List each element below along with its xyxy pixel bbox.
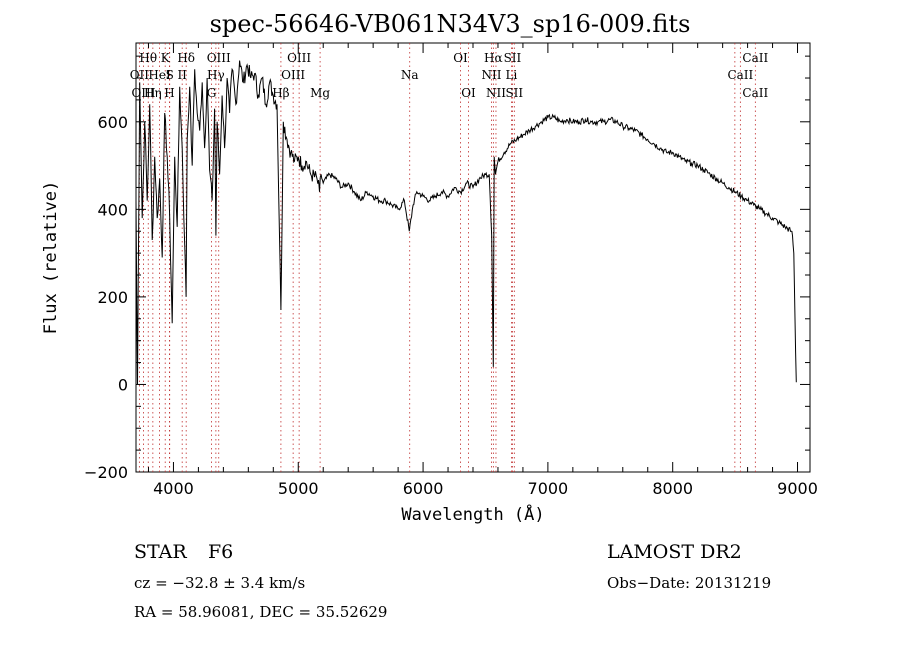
line-label: OI	[453, 51, 468, 65]
subclass-label: F6	[208, 541, 234, 563]
obs-date-label: Obs−Date: 20131219	[607, 574, 772, 592]
x-axis-label: Wavelength (Å)	[401, 503, 544, 525]
line-label: OIII	[131, 86, 155, 100]
x-tick-label: 9000	[777, 479, 818, 498]
line-label: Hγ	[207, 68, 225, 82]
line-label: S	[166, 68, 174, 82]
x-tick-label: 7000	[528, 479, 569, 498]
line-label: OIII	[287, 51, 311, 65]
line-label: CaII	[727, 68, 753, 82]
survey-label: LAMOST DR2	[607, 541, 742, 563]
y-axis-label: Flux (relative)	[41, 181, 61, 335]
redshift-label: cz = −32.8 ± 3.4 km/s	[134, 574, 306, 592]
radec-label: RA = 58.96081, DEC = 35.52629	[134, 603, 388, 621]
line-label: G	[207, 86, 217, 100]
spectrum-line	[135, 60, 797, 385]
plot-frame	[135, 42, 811, 473]
line-label: Li	[506, 68, 518, 82]
line-label: Hη	[144, 86, 162, 100]
y-tick-label: 600	[97, 113, 128, 132]
line-label: Hθ	[139, 51, 157, 65]
line-label: CaII	[742, 51, 768, 65]
x-tick-label: 5000	[278, 479, 319, 498]
line-label: SII	[505, 86, 523, 100]
x-tick-label: 8000	[652, 479, 693, 498]
line-label: OIII	[207, 51, 231, 65]
line-label: NII	[481, 68, 501, 82]
y-tick-label: 200	[97, 288, 128, 307]
line-label: Hδ	[177, 51, 195, 65]
line-label: Mg	[310, 86, 330, 100]
line-label: II	[177, 68, 187, 82]
y-tick-label: 0	[118, 375, 128, 394]
line-label: SII	[504, 51, 522, 65]
line-label: OII	[130, 68, 150, 82]
line-label: H	[164, 86, 174, 100]
line-label: CaII	[742, 86, 768, 100]
x-tick-label: 4000	[153, 479, 194, 498]
line-label: OI	[461, 86, 476, 100]
line-label: K	[161, 51, 171, 65]
line-label: HeI	[148, 68, 171, 82]
line-label: NII	[486, 86, 506, 100]
line-label: Hβ	[272, 86, 289, 100]
line-label: Hα	[484, 51, 503, 65]
line-label: Na	[401, 68, 419, 82]
line-label: OIII	[281, 68, 305, 82]
y-tick-label: −200	[84, 463, 128, 482]
chart-title: spec-56646-VB061N34V3_sp16-009.fits	[209, 10, 691, 38]
y-tick-label: 400	[97, 200, 128, 219]
object-class-label: STAR	[134, 541, 187, 563]
x-tick-label: 6000	[403, 479, 444, 498]
